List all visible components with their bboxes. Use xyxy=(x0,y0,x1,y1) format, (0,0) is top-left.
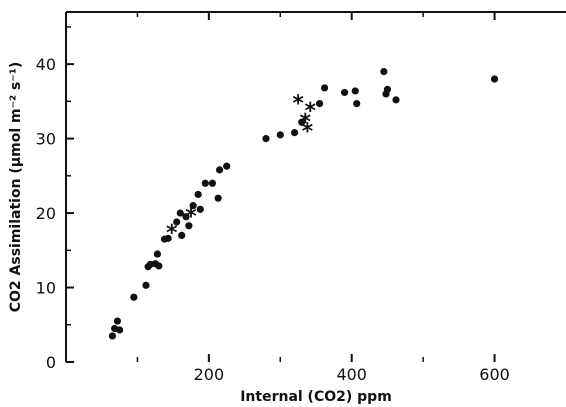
data-point xyxy=(178,231,186,240)
x-tick-label: 400 xyxy=(336,365,367,384)
data-point xyxy=(290,129,299,137)
data-point xyxy=(176,209,184,217)
data-point xyxy=(214,194,222,202)
data-point xyxy=(351,87,359,95)
data-point xyxy=(276,131,284,139)
data-point xyxy=(340,88,349,97)
data-point xyxy=(173,218,181,226)
data-point xyxy=(315,99,324,108)
chart-points: ****** xyxy=(108,67,499,340)
data-point xyxy=(113,317,122,325)
data-point xyxy=(298,118,306,126)
data-point xyxy=(353,99,361,108)
data-point xyxy=(320,84,329,92)
data-point xyxy=(196,205,204,213)
data-point-star: * xyxy=(305,99,317,124)
data-point-star: * xyxy=(166,221,178,246)
data-point xyxy=(383,85,392,94)
data-point-star: * xyxy=(302,120,314,145)
x-tick-label: 200 xyxy=(194,365,225,384)
chart-axes xyxy=(65,11,566,362)
data-point xyxy=(142,281,150,289)
data-point xyxy=(223,162,231,170)
data-point xyxy=(208,179,217,187)
data-point xyxy=(262,134,270,143)
data-point xyxy=(380,67,388,76)
y-tick-label: 0 xyxy=(46,353,56,372)
data-point-star: * xyxy=(292,91,304,116)
data-point xyxy=(130,293,138,301)
y-tick-label: 20 xyxy=(36,204,56,223)
x-tick-label: 600 xyxy=(479,365,510,384)
data-point xyxy=(185,222,193,230)
data-point xyxy=(115,326,124,334)
data-point xyxy=(155,262,163,270)
data-point xyxy=(189,202,197,210)
y-tick-label: 30 xyxy=(36,130,56,149)
data-point xyxy=(164,234,172,242)
x-axis-label: Internal (CO2) ppm xyxy=(240,389,392,405)
data-point xyxy=(194,190,202,199)
y-axis-label: CO2 Assimilation (μmol m⁻² s⁻¹) xyxy=(8,62,24,313)
data-point xyxy=(392,96,400,104)
data-point xyxy=(182,213,190,221)
y-tick-label: 10 xyxy=(36,279,56,298)
data-point-star: * xyxy=(185,205,197,230)
chart-ticks: 200 400 600 0 10 20 30 40 xyxy=(36,12,510,384)
data-point xyxy=(108,332,117,340)
y-tick-label: 40 xyxy=(36,55,56,74)
data-point xyxy=(490,75,499,83)
data-point-star: * xyxy=(300,110,312,135)
data-point xyxy=(153,250,162,258)
data-point xyxy=(215,166,224,174)
data-point xyxy=(201,179,209,187)
